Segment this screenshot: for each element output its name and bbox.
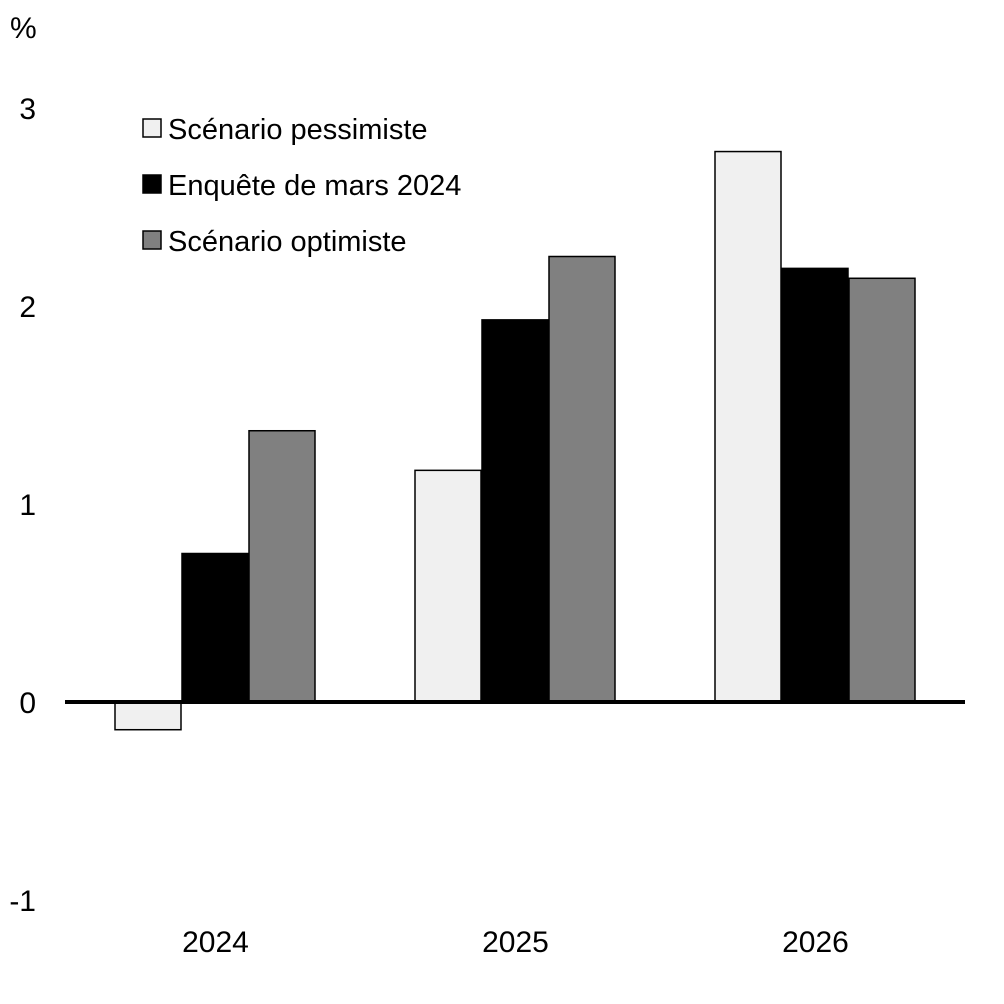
legend: Scénario pessimiste Enquête de mars 2024 S… [142, 114, 461, 258]
x-category-label: 2026 [782, 926, 849, 959]
bar-2025-series-3 [548, 255, 616, 703]
y-tick-label: -1 [9, 885, 36, 918]
legend-swatch [142, 230, 162, 250]
legend-swatch [142, 118, 162, 138]
y-axis-unit-label: % [10, 12, 37, 45]
x-category-label: 2025 [482, 926, 549, 959]
y-tick-label: 3 [19, 93, 36, 126]
legend-label: Scénario pessimiste [168, 114, 428, 146]
y-tick-label: 1 [19, 489, 36, 522]
bar-2024-series-3 [248, 429, 316, 703]
bar-2024-series-1 [114, 701, 182, 731]
x-axis-labels: 2024 2025 2026 [182, 926, 849, 959]
x-category-label: 2024 [182, 926, 249, 959]
y-tick-label: 2 [19, 291, 36, 324]
y-tick-label: 0 [19, 687, 36, 720]
bars [114, 150, 916, 731]
bar-2026-series-2 [781, 267, 849, 703]
legend-label: Scénario optimiste [168, 226, 407, 258]
legend-label: Enquête de mars 2024 [168, 170, 461, 202]
bar-2025-series-2 [481, 319, 549, 703]
bar-2026-series-3 [848, 277, 916, 703]
y-axis-ticks: 3 2 1 0 -1 [9, 93, 36, 918]
bar-2025-series-1 [414, 469, 482, 703]
bar-2026-series-1 [714, 150, 782, 703]
bar-2024-series-2 [181, 552, 249, 703]
legend-swatch [142, 174, 162, 194]
